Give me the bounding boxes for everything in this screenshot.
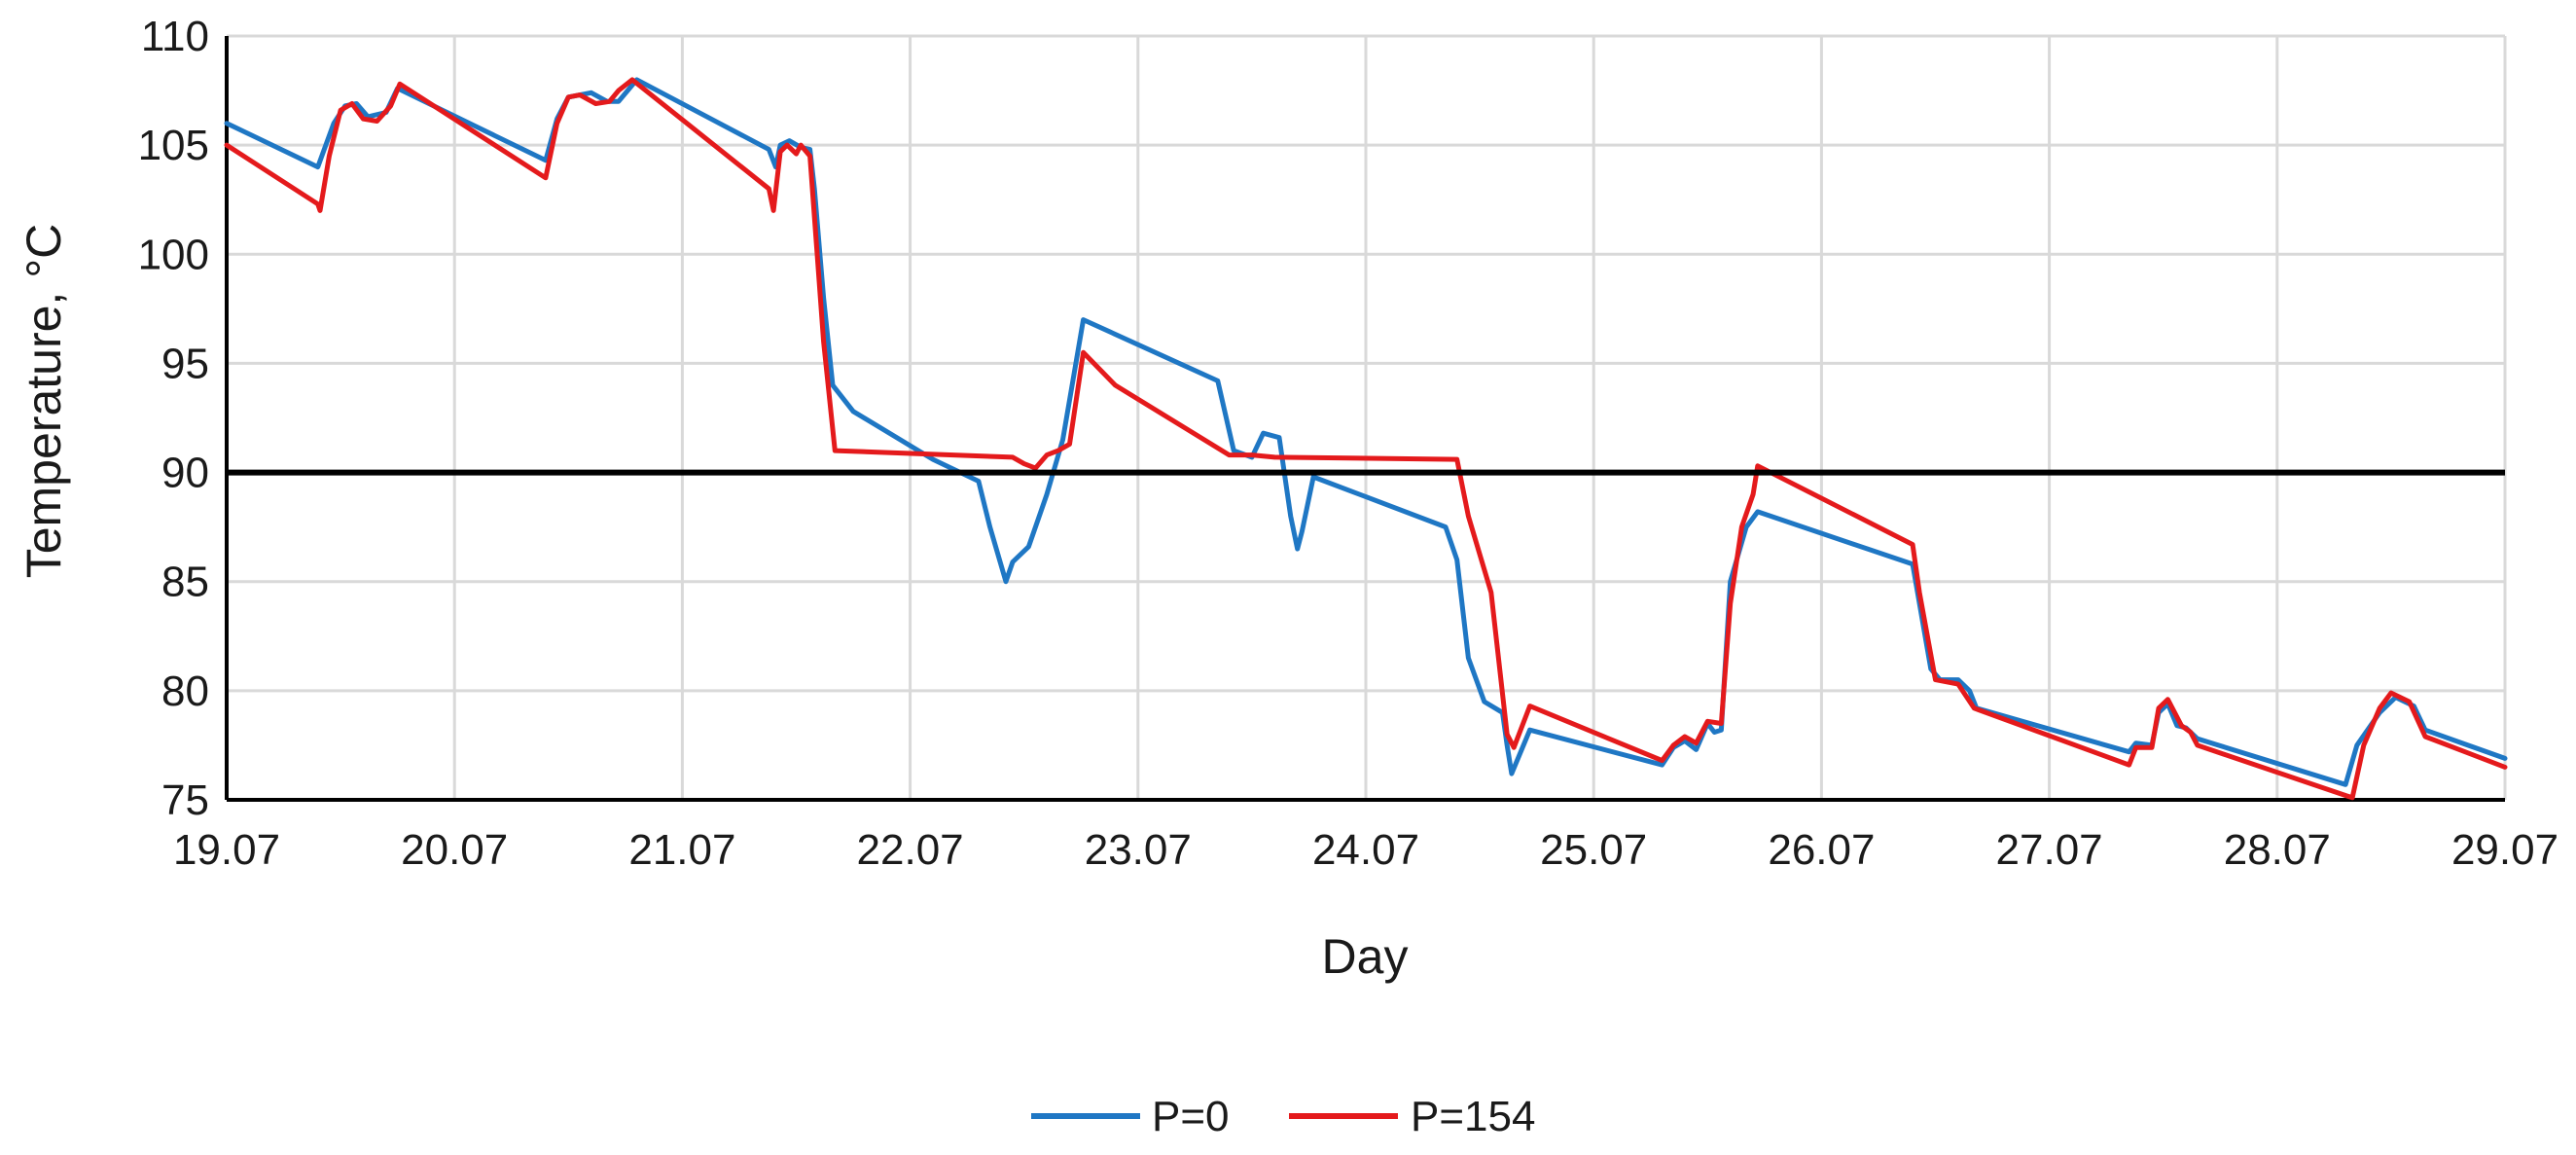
y-tick-label: 110 xyxy=(141,13,209,60)
x-tick-label: 28.07 xyxy=(2224,826,2331,874)
x-tick-label: 23.07 xyxy=(1085,826,1192,874)
x-tick-label: 27.07 xyxy=(1996,826,2103,874)
y-tick-label: 85 xyxy=(161,559,209,606)
x-tick-label: 25.07 xyxy=(1540,826,1647,874)
x-tick-label: 29.07 xyxy=(2451,826,2558,874)
y-tick-label: 95 xyxy=(161,340,209,387)
x-axis-tick-labels: 19.07 20.07 21.07 22.07 23.07 24.07 25.07 26.07… xyxy=(173,826,2558,874)
y-axis-tick-labels: 75 80 85 90 95 100 105 110 xyxy=(138,13,209,824)
x-axis-title: Day xyxy=(1322,929,1409,984)
series-line-p0 xyxy=(224,77,2508,787)
x-tick-label: 21.07 xyxy=(628,826,735,874)
x-tick-label: 26.07 xyxy=(1768,826,1875,874)
legend-label-p154: P=154 xyxy=(1411,1093,1535,1140)
x-tick-label: 20.07 xyxy=(401,826,508,874)
x-tick-label: 19.07 xyxy=(173,826,280,874)
x-tick-label: 24.07 xyxy=(1312,826,1419,874)
y-tick-label: 80 xyxy=(161,668,209,715)
y-tick-label: 100 xyxy=(138,231,209,278)
series-layer xyxy=(224,77,2508,801)
y-tick-label: 90 xyxy=(161,450,209,497)
legend: P=0 P=154 xyxy=(1031,1093,1535,1140)
x-tick-label: 22.07 xyxy=(857,826,964,874)
y-tick-label: 105 xyxy=(138,122,209,169)
legend-label-p0: P=0 xyxy=(1152,1093,1230,1140)
series-line-p154 xyxy=(224,77,2508,801)
plot-area xyxy=(225,36,2505,802)
gridlines xyxy=(225,34,2507,802)
y-axis-title: Temperature, °C xyxy=(17,224,71,579)
y-tick-label: 75 xyxy=(161,776,209,824)
